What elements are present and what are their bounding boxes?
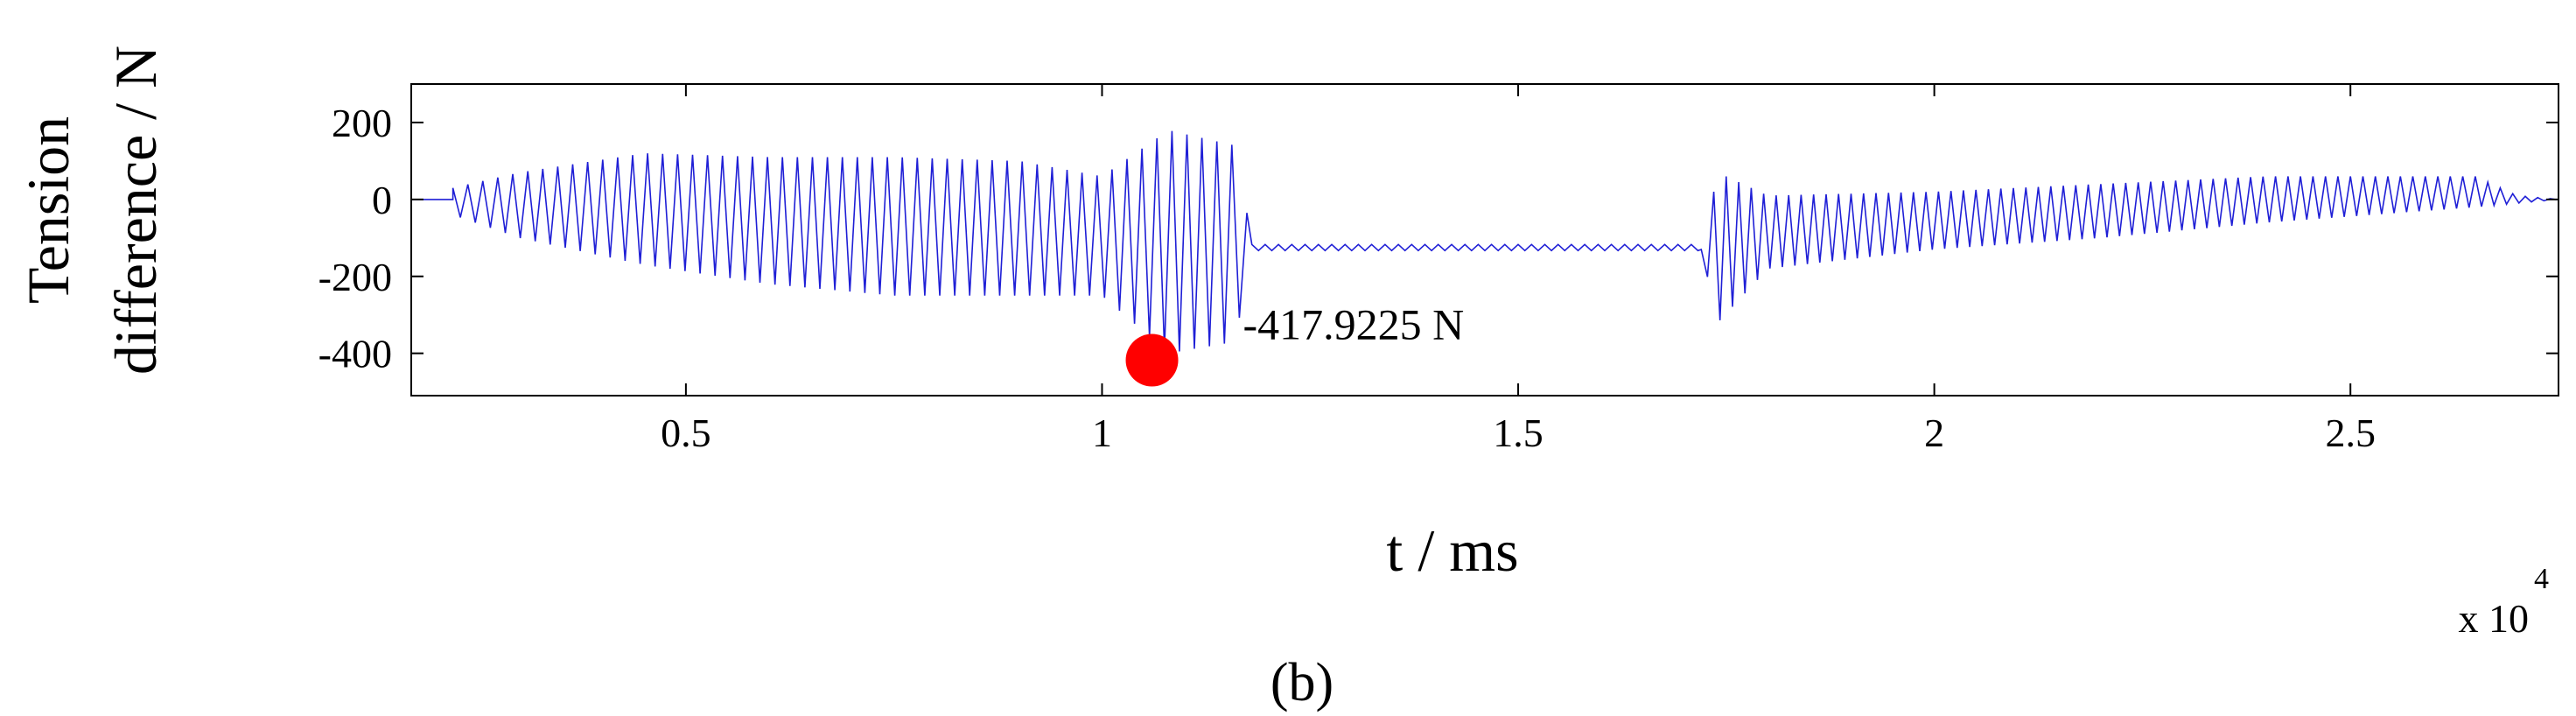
y-tick-label: 200	[332, 101, 392, 145]
y-tick-label: -400	[318, 332, 392, 376]
x-axis-multiplier: x 10	[2459, 596, 2530, 641]
y-axis-title-line-2: difference / N	[102, 46, 169, 375]
x-tick-label: 2.5	[2325, 411, 2376, 455]
x-axis-multiplier-exponent: 4	[2534, 563, 2549, 595]
x-tick-label: 1	[1092, 411, 1112, 455]
x-axis-title: t / ms	[1386, 517, 1518, 584]
x-tick-label: 1.5	[1493, 411, 1544, 455]
y-axis-title-line-1: Tension	[15, 116, 81, 304]
y-tick-label: -200	[318, 255, 392, 299]
x-tick-label: 0.5	[661, 411, 711, 455]
min-point-marker	[1125, 333, 1179, 387]
plot-frame	[410, 83, 2559, 397]
x-tick-label: 2	[1924, 411, 1944, 455]
y-tick-label: 0	[372, 178, 392, 222]
series-line-0	[411, 130, 2557, 352]
panel-label: (b)	[1270, 653, 1334, 712]
min-point-label: -417.9225 N	[1243, 300, 1465, 349]
